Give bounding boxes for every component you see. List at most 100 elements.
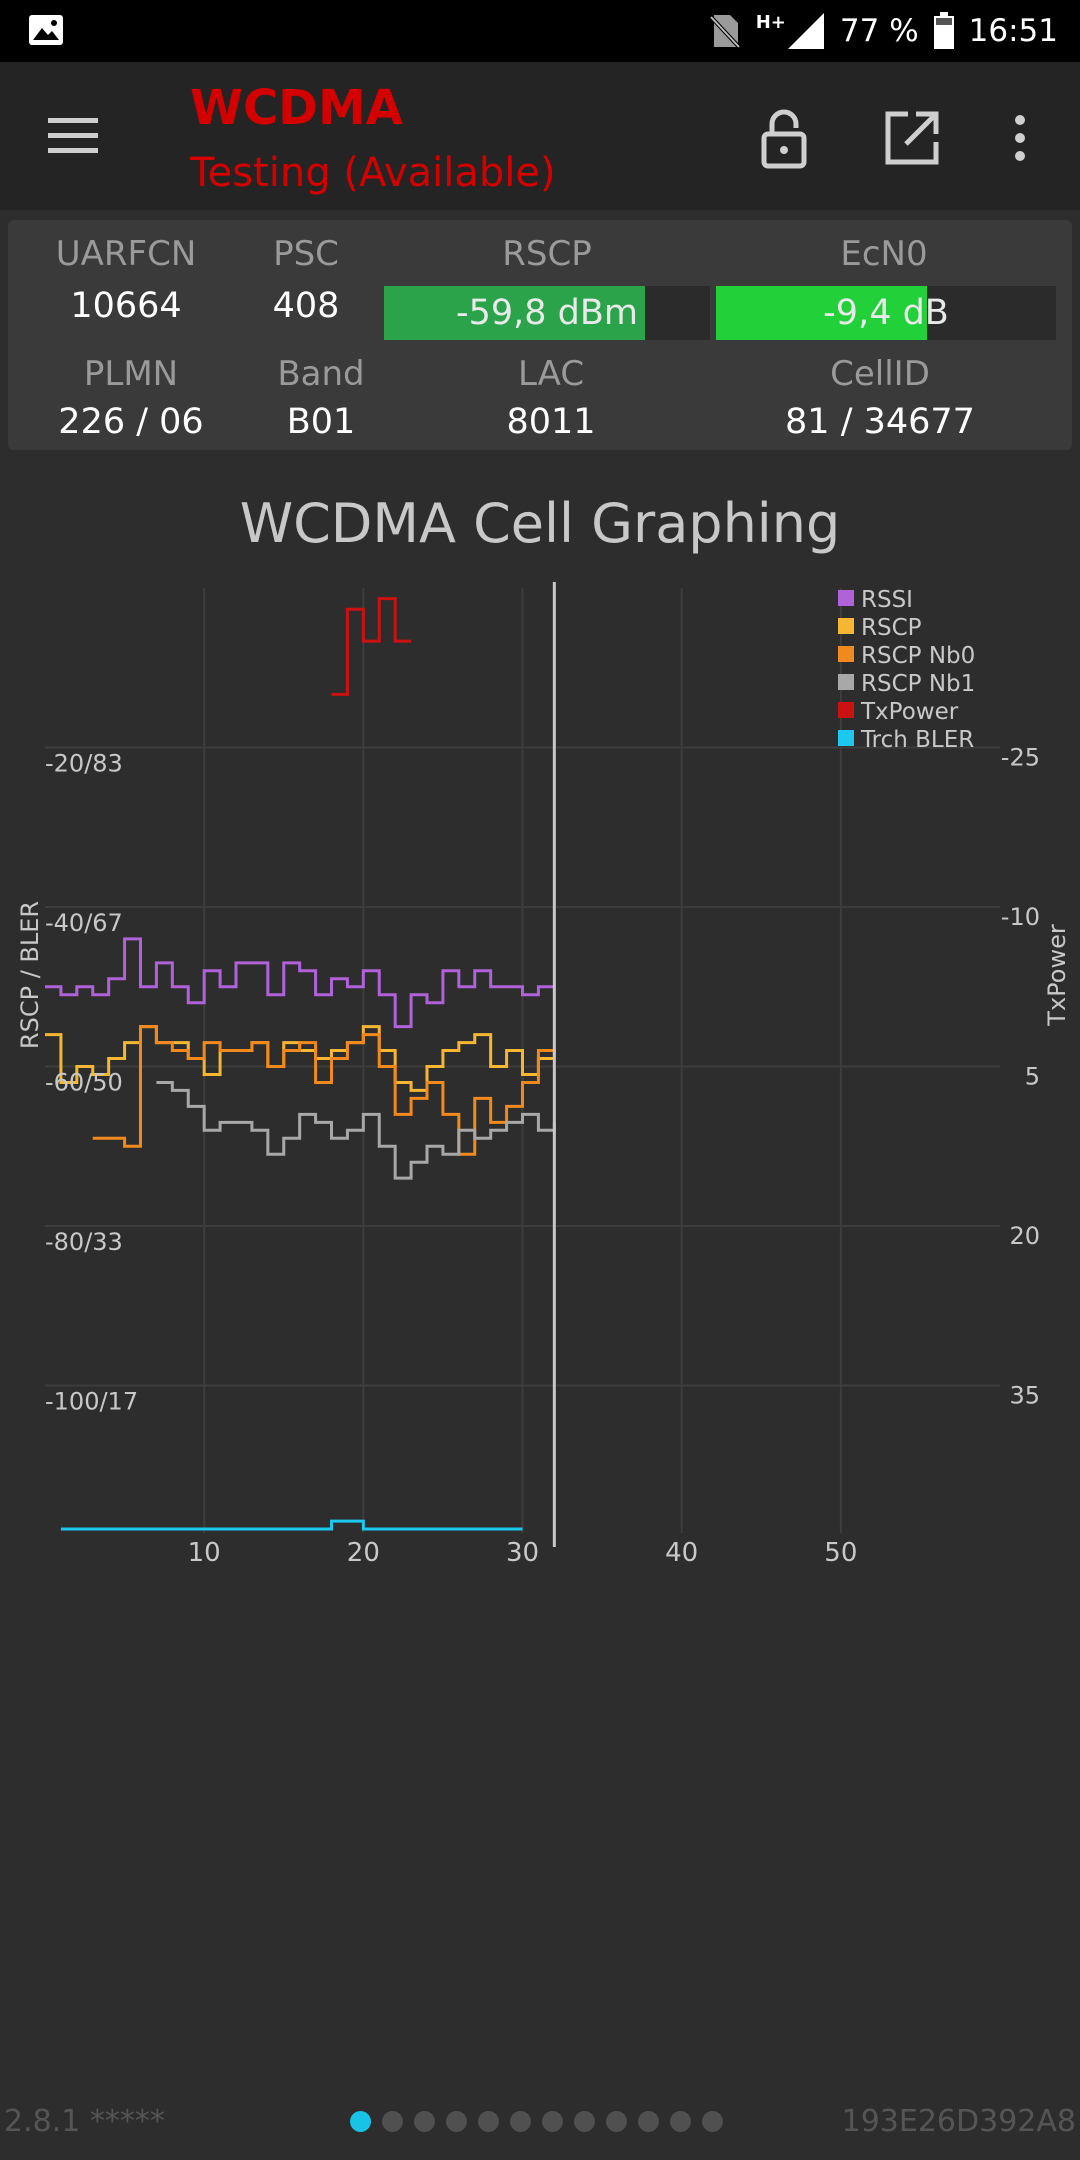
band-value: B01	[286, 402, 356, 442]
y2-tick-label: 20	[1009, 1222, 1040, 1250]
rscp-bar: -59,8 dBm	[384, 286, 710, 340]
ecn0-label: EcN0	[840, 234, 928, 274]
psc-value: 408	[272, 286, 340, 326]
app-toolbar: WCDMA Testing (Available)	[0, 62, 1080, 210]
y-tick-label: -80/33	[45, 1228, 123, 1256]
page-dot[interactable]	[606, 2111, 627, 2132]
cell-chart[interactable]: 10 20 30 40 50 -20/83 -40/67 -60/50 -80/33 -100/1…	[0, 570, 1080, 1580]
x-tick-label: 20	[347, 1538, 380, 1568]
legend-swatch	[838, 702, 854, 718]
uarfcn-cell: UARFCN 10664	[28, 234, 224, 326]
network-type: H+	[755, 11, 786, 33]
y-tick-label: -100/17	[45, 1388, 138, 1416]
cellid-label: CellID	[830, 354, 930, 394]
y2-tick-label: 35	[1009, 1382, 1040, 1410]
page-dot[interactable]	[414, 2111, 435, 2132]
image-icon	[29, 15, 63, 45]
series-line-trch-bler	[60, 1519, 523, 1531]
cellid-cell: CellID 81 / 34677	[708, 354, 1052, 442]
lac-value: 8011	[506, 402, 596, 442]
chart-axis-labels: 10 20 30 40 50 -20/83 -40/67 -60/50 -80/33 -100/1…	[16, 744, 1071, 1569]
y2-tick-label: 5	[1025, 1063, 1040, 1091]
device-id: 193E26D392A8	[841, 2104, 1076, 2139]
x-tick-label: 50	[824, 1538, 857, 1568]
ecn0-bar-fill	[716, 286, 927, 340]
rscp-value: -59,8 dBm	[455, 293, 638, 333]
page-dot[interactable]	[478, 2111, 499, 2132]
ecn0-cell: EcN0	[716, 234, 1052, 274]
series-line-rscp-nb0	[92, 1025, 556, 1156]
y-axis-label: RSCP / BLER	[16, 901, 44, 1049]
page-dot[interactable]	[670, 2111, 691, 2132]
menu-icon[interactable]	[46, 114, 100, 158]
band-label: Band	[277, 354, 365, 394]
legend-label: Trch BLER	[860, 727, 974, 753]
page-dot[interactable]	[510, 2111, 531, 2132]
y2-tick-label: -10	[1001, 903, 1040, 931]
legend-label: TxPower	[860, 699, 959, 725]
series-line-rscp	[45, 1025, 555, 1092]
plmn-cell: PLMN 226 / 06	[28, 354, 234, 442]
signal-icon	[787, 13, 824, 49]
y-tick-label: -60/50	[45, 1069, 123, 1097]
legend-label: RSCP Nb0	[861, 643, 975, 669]
x-tick-label: 10	[188, 1538, 221, 1568]
band-cell: Band B01	[248, 354, 394, 442]
battery-icon	[933, 12, 954, 49]
uarfcn-value: 10664	[70, 286, 182, 326]
psc-label: PSC	[273, 234, 339, 274]
no-sim-icon	[709, 15, 741, 49]
page-dot[interactable]	[638, 2111, 659, 2132]
series-line-rscp-nb1	[156, 1080, 556, 1180]
series-line-txpower	[331, 597, 412, 696]
battery-percent: 77 %	[839, 13, 919, 49]
page-indicator[interactable]	[350, 2111, 723, 2132]
more-vert-icon[interactable]	[1000, 106, 1040, 170]
plmn-value: 226 / 06	[58, 402, 204, 442]
page-title: WCDMA	[190, 80, 403, 136]
legend-label: RSSI	[861, 587, 913, 613]
app-version: 2.8.1 *****	[4, 2104, 165, 2139]
uarfcn-label: UARFCN	[55, 234, 197, 274]
legend-swatch	[838, 730, 854, 746]
open-external-icon[interactable]	[880, 106, 944, 170]
status-right: H+ 77 % 16:51	[708, 0, 1058, 62]
page-dot[interactable]	[702, 2111, 723, 2132]
page-dot[interactable]	[542, 2111, 563, 2132]
page-dot[interactable]	[382, 2111, 403, 2132]
page-dot[interactable]	[574, 2111, 595, 2132]
x-tick-label: 30	[506, 1538, 539, 1568]
chart-series	[45, 582, 556, 1547]
y2-tick-label: -25	[1001, 744, 1040, 772]
cellid-value: 81 / 34677	[785, 402, 975, 442]
ecn0-value: -9,4 dB	[823, 293, 949, 333]
page-dot[interactable]	[350, 2111, 371, 2132]
rscp-bar-fill	[384, 286, 645, 340]
psc-cell: PSC 408	[240, 234, 372, 326]
status-bar: H+ 77 % 16:51	[0, 0, 1080, 62]
ecn0-bar: -9,4 dB	[716, 286, 1056, 340]
y-tick-label: -20/83	[45, 750, 123, 778]
rscp-cell: RSCP	[384, 234, 710, 274]
legend-label: RSCP	[861, 615, 922, 641]
cell-info-panel: UARFCN 10664 PSC 408 RSCP -59,8 dBm EcN0…	[8, 220, 1072, 450]
legend-swatch	[838, 646, 854, 662]
lac-label: LAC	[517, 354, 585, 394]
plmn-label: PLMN	[83, 354, 179, 394]
series-line-rssi	[45, 937, 555, 1029]
chart-title: WCDMA Cell Graphing	[239, 492, 841, 555]
lock-icon[interactable]	[752, 106, 816, 170]
legend-swatch	[838, 618, 854, 634]
legend-swatch	[838, 674, 854, 690]
page-subtitle: Testing (Available)	[190, 150, 556, 196]
page-dot[interactable]	[446, 2111, 467, 2132]
lac-cell: LAC 8011	[408, 354, 694, 442]
x-tick-label: 40	[665, 1538, 698, 1568]
legend-label: RSCP Nb1	[861, 671, 975, 697]
rscp-label: RSCP	[502, 234, 592, 274]
clock: 16:51	[968, 13, 1058, 49]
legend-swatch	[838, 590, 854, 606]
y-tick-label: -40/67	[45, 909, 123, 937]
y2-axis-label: TxPower	[1043, 924, 1071, 1027]
